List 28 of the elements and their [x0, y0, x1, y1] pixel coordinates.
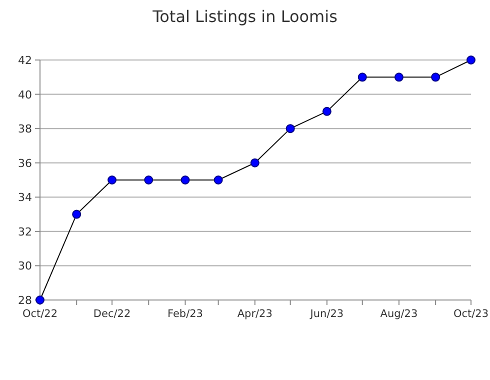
point	[250, 158, 260, 168]
x-tick-label: Apr/23	[237, 308, 272, 320]
y-tick-label: 34	[18, 191, 32, 204]
y-tick-label: 40	[18, 88, 32, 102]
point	[72, 210, 82, 219]
x-tick-label: Aug/23	[380, 308, 418, 320]
point	[180, 176, 190, 184]
y-tick-label: 30	[18, 260, 32, 273]
y-tick-label: 38	[18, 122, 32, 136]
point	[108, 176, 117, 184]
y-tick-label: 32	[18, 225, 32, 238]
point	[431, 72, 440, 82]
point	[394, 72, 404, 82]
point	[322, 106, 332, 116]
x-tick-label: Oct/22	[22, 308, 58, 320]
x-tick-label: Dec/22	[93, 308, 131, 320]
x-tick-label: Jun/23	[309, 308, 344, 320]
point	[358, 72, 367, 82]
point	[466, 56, 476, 64]
chart-title: Total Listings in Loomis	[152, 7, 338, 26]
point	[144, 176, 154, 184]
point	[286, 124, 295, 134]
x-tick-label: Feb/23	[167, 308, 203, 320]
x-tick-label: Oct/23	[453, 308, 489, 320]
y-tick-label: 36	[18, 156, 32, 170]
y-tick-label: 42	[18, 54, 32, 67]
y-tick-label: 28	[18, 294, 32, 307]
point	[214, 176, 223, 184]
